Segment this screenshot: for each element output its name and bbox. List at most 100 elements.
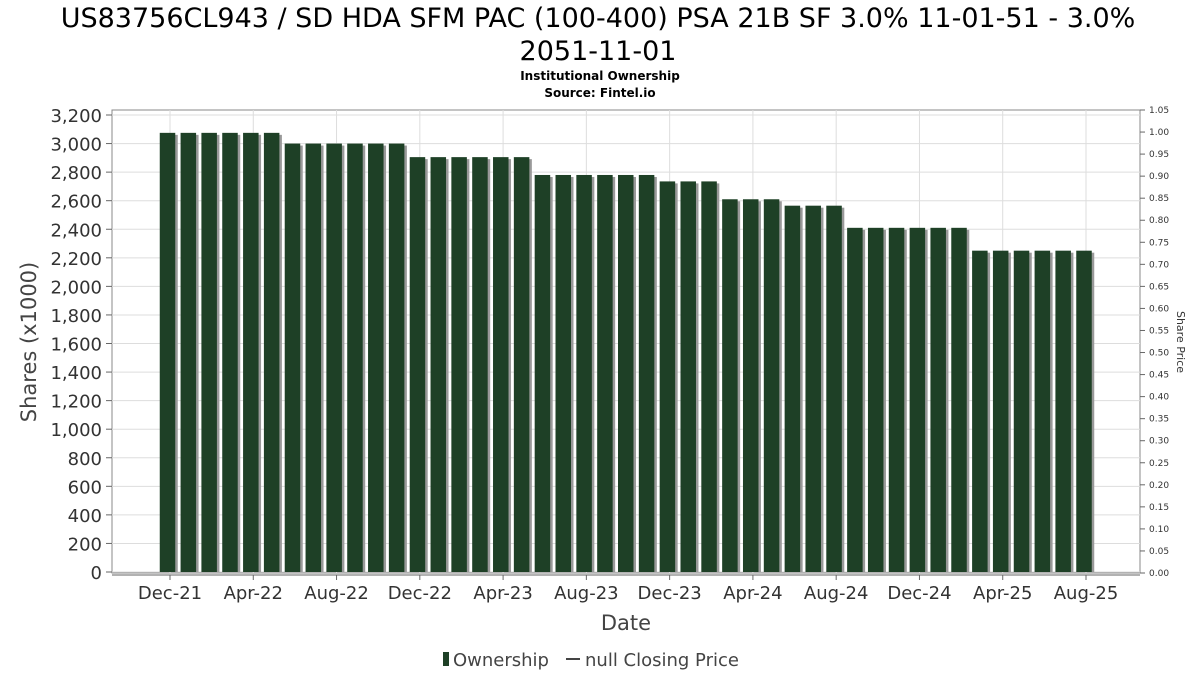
y-tick-label: 2,600 <box>50 192 102 213</box>
x-tick-label: Apr-24 <box>723 583 782 604</box>
x-tick-label: Dec-21 <box>138 583 202 604</box>
bar <box>701 181 717 572</box>
bar <box>1055 250 1071 572</box>
y2-tick-label: 0.30 <box>1149 437 1169 447</box>
bar <box>784 205 801 572</box>
bar <box>867 227 884 572</box>
legend-ownership-label: Ownership <box>453 650 549 671</box>
y-tick-label: 1,400 <box>50 363 102 384</box>
bar <box>284 143 301 572</box>
bar <box>951 227 967 572</box>
bar <box>222 132 238 572</box>
x-tick-label: Dec-23 <box>638 583 702 604</box>
chart-title-line1: US83756CL943 / SD HDA SFM PAC (100-400) … <box>61 3 1136 34</box>
y-tick-label: 600 <box>68 477 102 498</box>
bar <box>409 157 426 572</box>
bar <box>201 132 217 572</box>
bar <box>742 199 759 572</box>
y2-tick-label: 0.35 <box>1149 415 1169 425</box>
y2-tick-label: 0.10 <box>1149 525 1169 535</box>
y2-tick-label: 0.90 <box>1149 172 1169 182</box>
y-axis-label: Shares (x1000) <box>17 262 41 422</box>
bar <box>805 205 821 572</box>
bar <box>909 227 926 572</box>
legend: Ownership null Closing Price <box>443 650 739 671</box>
bar <box>555 174 572 572</box>
bar <box>659 181 676 572</box>
y-tick-label: 2,000 <box>50 277 102 298</box>
x-tick-label: Apr-22 <box>224 583 283 604</box>
y-tick-label: 2,200 <box>50 249 102 270</box>
y2-tick-label: 0.45 <box>1149 371 1169 381</box>
bar <box>1034 250 1051 572</box>
x-tick-label: Dec-24 <box>887 583 951 604</box>
x-tick-label: Dec-22 <box>388 583 452 604</box>
y-tick-label: 2,400 <box>50 220 102 241</box>
chart-subtitle-source: Source: Fintel.io <box>544 86 655 100</box>
y2-tick-label: 0.20 <box>1149 481 1169 491</box>
bar <box>451 157 467 572</box>
bar <box>430 157 447 572</box>
bar <box>763 199 780 572</box>
y-tick-label: 1,000 <box>50 420 102 441</box>
y2-tick-label: 0.50 <box>1149 349 1169 359</box>
bar <box>680 181 696 572</box>
right-axis: 0.00 0.05 0.10 0.15 0.20 0.25 0.30 0.35 0.40 0.45… <box>1140 106 1169 579</box>
y-tick-label: 400 <box>68 506 102 527</box>
bar <box>326 143 342 572</box>
bar <box>534 174 551 572</box>
y-tick-label: 3,000 <box>50 135 102 156</box>
bar <box>368 143 384 572</box>
y2-tick-label: 0.80 <box>1149 216 1169 226</box>
y-tick-label: 3,200 <box>50 106 102 127</box>
y-tick-label: 800 <box>68 449 102 470</box>
bar <box>930 227 946 572</box>
y2-tick-label: 0.75 <box>1149 238 1169 248</box>
bar <box>888 227 905 572</box>
bar <box>263 132 280 572</box>
y-tick-label: 1,800 <box>50 306 102 327</box>
y-tick-label: 2,800 <box>50 163 102 184</box>
bar <box>826 205 842 572</box>
y2-tick-label: 0.85 <box>1149 194 1169 204</box>
bar <box>472 157 488 572</box>
x-tick-label: Aug-24 <box>804 583 869 604</box>
y2-tick-label: 0.05 <box>1149 547 1169 557</box>
y-tick-label: 0 <box>91 563 102 584</box>
y2-tick-label: 0.60 <box>1149 304 1169 314</box>
y2-tick-label: 1.05 <box>1149 106 1169 116</box>
legend-price-label: null Closing Price <box>585 650 739 671</box>
bar <box>972 250 988 572</box>
bar <box>576 174 592 572</box>
y2-tick-label: 0.70 <box>1149 260 1169 270</box>
bar <box>597 174 613 572</box>
bar <box>159 132 176 572</box>
bar <box>1076 250 1092 572</box>
chart-title-line2: 2051-11-01 <box>520 36 677 67</box>
y2-tick-label: 0.40 <box>1149 393 1169 403</box>
legend-ownership-swatch <box>443 652 449 666</box>
left-axis: 0 200 400 600 800 1,000 1,200 1,400 1,600 1,800 2,… <box>50 106 112 584</box>
bars <box>159 132 1095 572</box>
bar <box>847 227 863 572</box>
chart-subtitle-ownership: Institutional Ownership <box>520 69 680 83</box>
bar <box>347 143 363 572</box>
y2-tick-label: 0.55 <box>1149 326 1169 336</box>
y2-tick-label: 1.00 <box>1149 128 1169 138</box>
y2-axis-label: Share Price <box>1174 311 1187 373</box>
bar <box>388 143 405 572</box>
bar <box>243 132 259 572</box>
y2-tick-label: 0.15 <box>1149 503 1169 513</box>
y2-tick-label: 0.65 <box>1149 282 1169 292</box>
bar <box>513 157 530 572</box>
x-tick-label: Apr-23 <box>473 583 532 604</box>
bar <box>180 132 197 572</box>
x-tick-label: Aug-23 <box>554 583 619 604</box>
y-tick-label: 1,200 <box>50 392 102 413</box>
bar <box>618 174 634 572</box>
y2-tick-label: 0.95 <box>1149 150 1169 160</box>
bar <box>1013 250 1030 572</box>
y2-tick-label: 0.25 <box>1149 459 1169 469</box>
bar <box>722 199 738 572</box>
